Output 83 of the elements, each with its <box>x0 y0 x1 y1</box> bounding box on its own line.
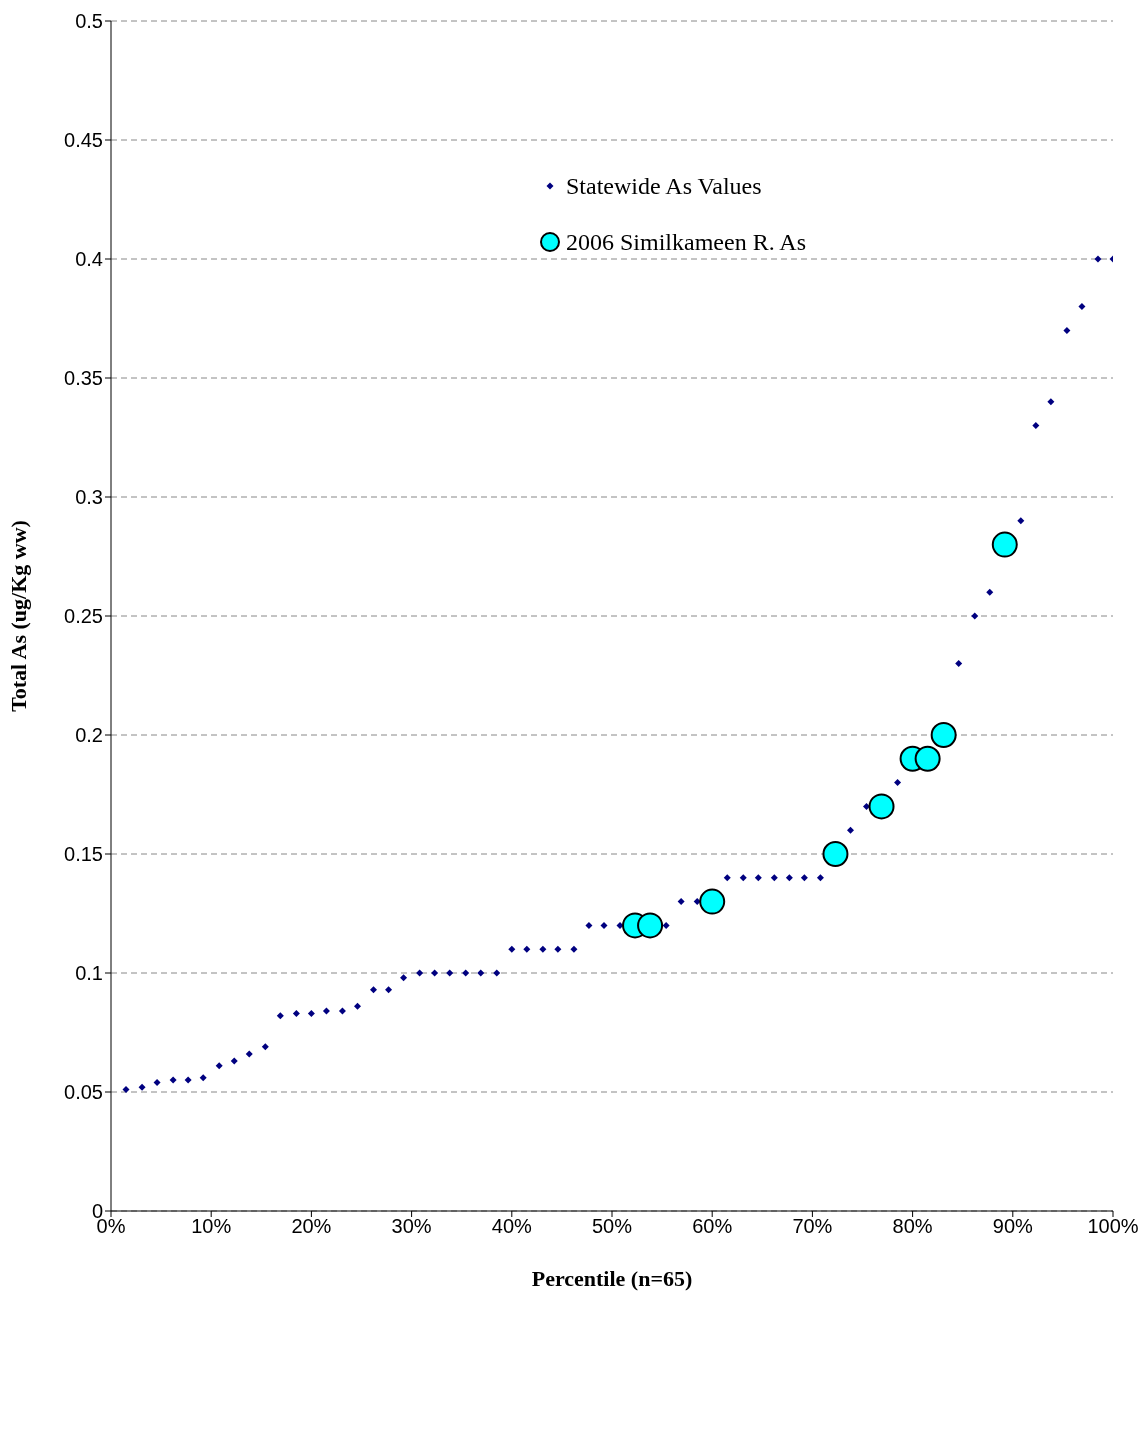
point <box>723 874 731 882</box>
point <box>637 912 664 939</box>
point <box>770 874 778 882</box>
point <box>153 1078 161 1086</box>
point <box>184 1076 192 1084</box>
point <box>554 945 562 953</box>
y-tick-label: 0.1 <box>75 962 103 985</box>
x-tick-label: 40% <box>491 1215 533 1238</box>
point <box>1017 517 1025 525</box>
point <box>138 1083 146 1091</box>
point <box>400 974 408 982</box>
point <box>822 841 849 867</box>
point <box>338 1007 346 1015</box>
point <box>754 874 762 882</box>
x-tick-label: 80% <box>892 1215 933 1238</box>
point <box>539 945 547 953</box>
point <box>523 945 531 953</box>
point <box>416 969 424 977</box>
point <box>245 1050 253 1058</box>
point <box>508 945 516 953</box>
point <box>493 969 501 977</box>
x-tick-label: 90% <box>992 1215 1034 1238</box>
legend-label: 2006 Similkameen R. As <box>566 228 806 256</box>
x-tick-label: 10% <box>191 1215 232 1238</box>
point <box>370 986 378 994</box>
point <box>971 612 979 620</box>
legend-label: Statewide As Values <box>566 172 762 200</box>
x-tick-label: 100% <box>1087 1215 1139 1238</box>
y-axis-title: Total As (ug/Kg ww) <box>5 520 31 712</box>
point <box>431 969 439 977</box>
point <box>785 874 793 882</box>
point <box>385 986 393 994</box>
x-tick-label: 50% <box>591 1215 633 1238</box>
point <box>662 921 670 929</box>
y-tick-label: 0.25 <box>64 605 103 628</box>
point <box>914 745 941 772</box>
x-tick-label: 60% <box>692 1215 733 1238</box>
x-tick-label: 20% <box>291 1215 332 1238</box>
point <box>292 1009 300 1017</box>
y-tick-label: 0.4 <box>75 248 103 271</box>
y-tick-label: 0.3 <box>75 486 103 509</box>
point <box>585 921 593 929</box>
y-tick-label: 0.2 <box>75 724 103 747</box>
point <box>846 826 854 834</box>
y-tick-label: 0.5 <box>75 10 103 33</box>
point <box>307 1009 315 1017</box>
point <box>991 531 1018 558</box>
point <box>570 945 578 953</box>
point <box>1078 303 1086 311</box>
y-tick-label: 0.15 <box>64 843 103 866</box>
x-axis-title: Percentile (n=65) <box>531 1266 693 1291</box>
point <box>699 888 726 915</box>
point <box>215 1062 223 1070</box>
point <box>199 1074 207 1082</box>
point <box>477 969 485 977</box>
point <box>868 793 895 820</box>
point <box>930 722 957 748</box>
point <box>353 1002 361 1010</box>
point <box>322 1007 330 1015</box>
point <box>1094 255 1102 263</box>
point <box>600 921 608 929</box>
point <box>816 874 824 882</box>
point <box>446 969 454 977</box>
y-tick-label: 0.05 <box>64 1081 103 1104</box>
point <box>230 1057 238 1065</box>
point <box>955 660 963 668</box>
y-tick-label: 0.45 <box>64 129 103 152</box>
point <box>169 1076 177 1084</box>
x-tick-label: 30% <box>391 1215 432 1238</box>
point <box>739 874 747 882</box>
point <box>677 898 685 906</box>
y-tick-label: 0.35 <box>64 367 103 390</box>
point <box>800 874 808 882</box>
x-tick-label: 70% <box>792 1215 833 1238</box>
point <box>1047 398 1055 406</box>
point <box>462 969 470 977</box>
point <box>276 1012 284 1020</box>
point <box>894 779 902 787</box>
point <box>1063 326 1071 334</box>
point <box>986 588 994 596</box>
point <box>261 1043 269 1051</box>
point <box>1032 422 1040 430</box>
point <box>122 1086 130 1094</box>
